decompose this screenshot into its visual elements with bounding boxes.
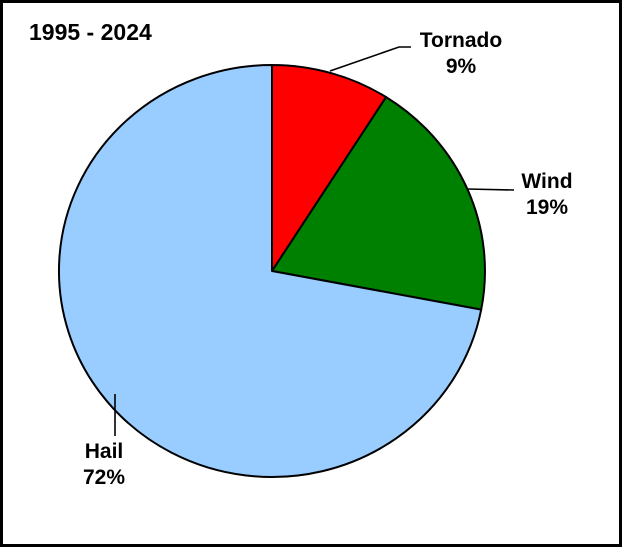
slice-label-wind: Wind 19%: [497, 169, 597, 221]
slice-label-name: Tornado: [419, 29, 503, 52]
pie-slice-hail: [57, 64, 483, 478]
slice-label-value: 19%: [525, 196, 569, 219]
pie-slices: [57, 64, 486, 478]
slice-label-tornado: Tornado 9%: [391, 28, 531, 80]
slice-label-hail: Hail 72%: [44, 439, 164, 491]
slice-label-name: Hail: [84, 440, 124, 463]
chart-title: 1995 - 2024: [29, 19, 152, 45]
pie-chart-svg: [57, 46, 515, 478]
slice-label-value: 72%: [82, 466, 126, 489]
slice-label-name: Wind: [521, 170, 573, 193]
pie-slice-tornado: [271, 64, 388, 272]
slice-label-value: 9%: [445, 55, 477, 78]
tornado-leader-line: [329, 46, 411, 72]
wind-leader-line: [466, 188, 515, 191]
